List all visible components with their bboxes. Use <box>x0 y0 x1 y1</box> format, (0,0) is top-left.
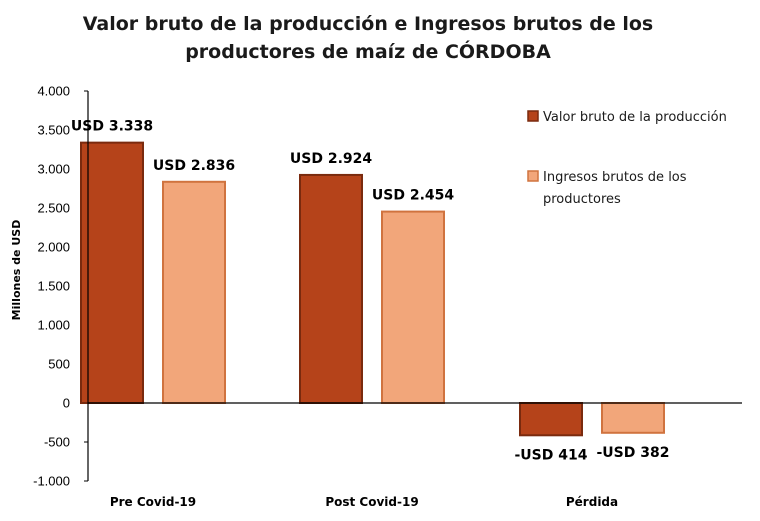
y-tick-label: 2.000 <box>37 240 70 255</box>
y-axis-ticks: 4.000 3.500 3.000 2.500 2.000 1.500 1.000 500 0 -… <box>33 84 88 489</box>
y-tick-label: -1.000 <box>33 474 70 489</box>
data-label: USD 2.454 <box>372 188 454 204</box>
axes <box>87 91 742 481</box>
data-label: USD 2.924 <box>290 151 372 167</box>
bar <box>80 141 144 405</box>
category-labels: Pre Covid-19 Post Covid-19 Pérdida <box>110 495 618 509</box>
data-labels: USD 3.338 USD 2.836 USD 2.924 USD 2.454 -USD… <box>71 119 670 464</box>
legend-label: productores <box>543 192 621 207</box>
data-label: -USD 414 <box>515 447 588 463</box>
y-tick-label: 1.500 <box>37 279 70 294</box>
legend: Valor bruto de la producción Ingresos bru… <box>527 110 727 207</box>
y-tick-label: 3.000 <box>37 162 70 177</box>
bar <box>601 402 665 434</box>
data-label: -USD 382 <box>597 445 670 461</box>
bar <box>162 180 226 404</box>
bar <box>381 210 445 404</box>
bar <box>299 173 363 404</box>
bars <box>80 141 665 437</box>
y-tick-label: 0 <box>63 396 70 411</box>
x-category-label: Pre Covid-19 <box>110 495 196 509</box>
legend-swatch <box>527 170 539 182</box>
x-category-label: Post Covid-19 <box>325 495 418 509</box>
legend-label: Ingresos brutos de los <box>543 170 687 185</box>
y-tick-label: -500 <box>44 435 70 450</box>
y-tick-label: 2.500 <box>37 201 70 216</box>
y-tick-label: 4.000 <box>37 84 70 99</box>
x-category-label: Pérdida <box>566 495 618 509</box>
y-axis-label: Millones de USD <box>10 220 23 321</box>
data-label: USD 3.338 <box>71 119 153 135</box>
legend-swatch <box>527 110 539 122</box>
y-tick-label: 500 <box>48 357 70 372</box>
data-label: USD 2.836 <box>153 158 235 174</box>
chart-title-line-1: Valor bruto de la producción e Ingresos … <box>83 13 654 35</box>
y-tick-label: 1.000 <box>37 318 70 333</box>
legend-label: Valor bruto de la producción <box>543 110 727 125</box>
chart-title-line-2: productores de maíz de CÓRDOBA <box>185 39 551 63</box>
y-tick-label: 3.500 <box>37 123 70 138</box>
bar <box>519 402 583 437</box>
